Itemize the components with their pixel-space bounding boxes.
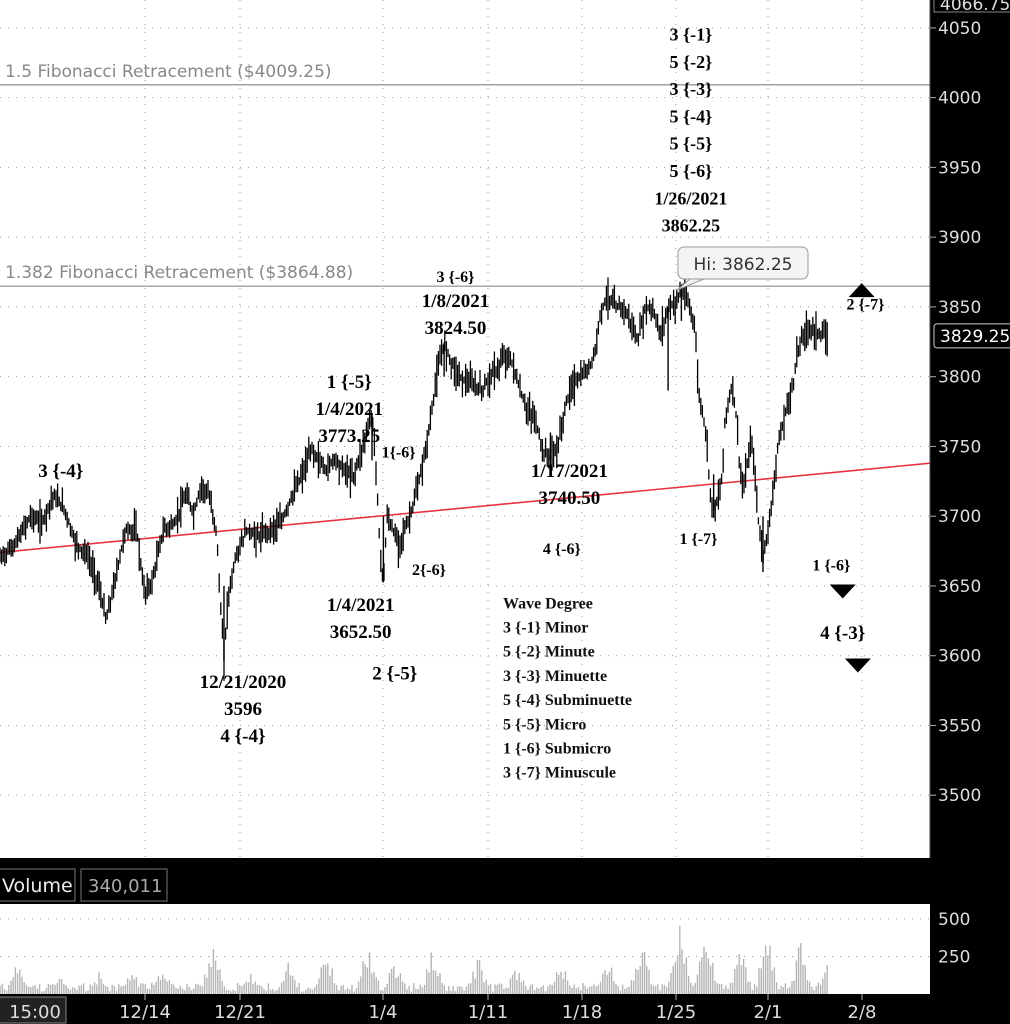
top-price-tag-box xyxy=(933,0,1010,13)
date-tick-label: 15:00 xyxy=(9,1002,61,1023)
volume-pane xyxy=(0,904,930,994)
price-tick-label: 3850 xyxy=(938,298,981,318)
wave-label: 5 {-4} xyxy=(670,106,713,126)
wave-label: 5 {-2} xyxy=(670,52,713,72)
wave-label: 3 {-1} xyxy=(670,24,713,44)
legend-item: 3 {-1} Minor xyxy=(503,619,588,636)
high-callout: Hi: 3862.25 xyxy=(677,246,809,291)
high-callout-box xyxy=(677,246,809,280)
last-price-tag-box xyxy=(933,323,1010,349)
legend-item: 5 {-2} Minute xyxy=(503,644,595,661)
fib-levels: 1.5 Fibonacci Retracement ($4009.25) 1.38… xyxy=(0,62,930,287)
volume-bars xyxy=(0,925,828,994)
last-price-tag-label: 3829.25 xyxy=(940,327,1010,347)
fib-label: 1.5 Fibonacci Retracement ($4009.25) xyxy=(5,62,332,82)
legend-item: 5 {-4} Subminuette xyxy=(503,692,632,709)
price-axis xyxy=(930,0,1010,858)
price-tick-label: 3900 xyxy=(938,228,981,248)
volume-title: Volume xyxy=(2,875,73,897)
volume-axis-ticks: 250 500 xyxy=(938,910,970,968)
wave-label: 1/17/2021 xyxy=(531,461,608,482)
volume-axis xyxy=(930,904,1010,994)
legend-item: 1 {-6} Submicro xyxy=(503,740,611,757)
date-tick-label: 1/4 xyxy=(369,1002,398,1023)
date-tick-label: 1/11 xyxy=(468,1002,508,1023)
date-axis xyxy=(0,994,1010,1024)
wave-annotations: 3 {-1} 5 {-2} 3 {-3} 5 {-4} 5 {-5} 5 {-6} 1/26… xyxy=(38,24,884,746)
wave-label: 12/21/2020 xyxy=(200,672,287,693)
fib-label: 1.382 Fibonacci Retracement ($3864.88) xyxy=(5,263,353,283)
date-tick-label: 12/21 xyxy=(214,1002,266,1023)
wave-label: 1{-6} xyxy=(382,445,416,462)
date-cursor-box xyxy=(0,996,67,1024)
wave-label: 1 {-7} xyxy=(679,531,717,548)
legend-title: Wave Degree xyxy=(503,595,593,612)
legend-item: 5 {-5} Micro xyxy=(503,716,586,733)
wave-label: 2{-6} xyxy=(412,562,446,579)
wave-degree-legend: Wave Degree 3 {-1} Minor 5 {-2} Minute 3 {-… xyxy=(503,595,632,781)
price-tick-label: 3650 xyxy=(938,577,981,597)
wave-label: 1/8/2021 xyxy=(422,291,490,312)
wave-label: 1/4/2021 xyxy=(327,595,395,616)
price-tick-label: 3700 xyxy=(938,507,981,527)
volume-title-box xyxy=(0,868,76,902)
wave-label: 1 {-6} xyxy=(812,558,850,575)
wave-label: 3862.25 xyxy=(662,216,721,236)
high-callout-label: Hi: 3862.25 xyxy=(694,255,793,275)
wave-label: 3652.50 xyxy=(330,622,392,643)
wave-label: 3773.25 xyxy=(318,426,380,447)
wave-label: 4 {-3} xyxy=(820,623,865,644)
wave-label: 4 {-4} xyxy=(220,726,265,747)
wave-label: 3 {-3} xyxy=(670,79,713,99)
date-tick-label: 1/18 xyxy=(562,1002,602,1023)
wave-label: 5 {-6} xyxy=(670,161,713,181)
wave-label: 3 {-4} xyxy=(38,461,83,482)
wave-label: 3596 xyxy=(224,699,262,720)
wave-label: 1/4/2021 xyxy=(315,399,383,420)
date-axis-ticks: 15:00 12/14 12/21 1/4 1/11 1/18 1/25 2/1 2/8 xyxy=(0,994,877,1024)
price-tick-label: 3550 xyxy=(938,716,981,736)
wave-label: 3824.50 xyxy=(425,318,487,339)
date-tick-label: 2/1 xyxy=(754,1002,783,1023)
volume-header xyxy=(0,858,1010,904)
top-price-tag: 4066.75 xyxy=(933,0,1010,15)
legend-item: 3 {-3} Minuette xyxy=(503,668,607,685)
wave-marker-down xyxy=(844,658,871,673)
date-tick-label: 2/8 xyxy=(848,1002,877,1023)
date-tick-label: 12/14 xyxy=(119,1002,171,1023)
volume-value-box xyxy=(80,868,168,902)
wave-label: 3740.50 xyxy=(539,488,601,509)
volume-tick-label: 500 xyxy=(938,910,970,930)
price-tick-label: 3800 xyxy=(938,368,981,388)
wave-label: 3 {-6} xyxy=(437,269,475,286)
price-pane xyxy=(0,0,930,858)
price-tick-label: 3500 xyxy=(938,786,981,806)
price-tick-label: 3600 xyxy=(938,647,981,667)
wave-label: 5 {-5} xyxy=(670,134,713,154)
price-tick-label: 4050 xyxy=(938,19,981,39)
last-price-tag: 3829.25 xyxy=(933,323,1010,349)
wave-label: 1/26/2021 xyxy=(654,188,727,208)
top-price-tag-label: 4066.75 xyxy=(940,0,1010,15)
wave-label: 4 {-6} xyxy=(543,541,581,558)
volume-tick-label: 250 xyxy=(938,948,970,968)
volume-value: 340,011 xyxy=(88,876,162,897)
price-tick-label: 3950 xyxy=(938,158,981,178)
volume-grid xyxy=(0,918,930,957)
wave-label: 2 {-7} xyxy=(847,297,885,314)
price-tick-label: 3750 xyxy=(938,437,981,457)
price-tick-label: 4000 xyxy=(938,89,981,109)
price-axis-ticks: 3500 3550 3600 3650 3700 3750 3800 3850 3900 3950… xyxy=(930,19,981,806)
price-series xyxy=(0,272,828,681)
date-tick-label: 1/25 xyxy=(656,1002,696,1023)
wave-marker-up xyxy=(848,283,875,298)
wave-label: 2 {-5} xyxy=(372,663,417,684)
legend-item: 3 {-7} Minuscule xyxy=(503,765,616,782)
wave-marker-down xyxy=(829,584,856,599)
wave-label: 1 {-5} xyxy=(327,372,372,393)
